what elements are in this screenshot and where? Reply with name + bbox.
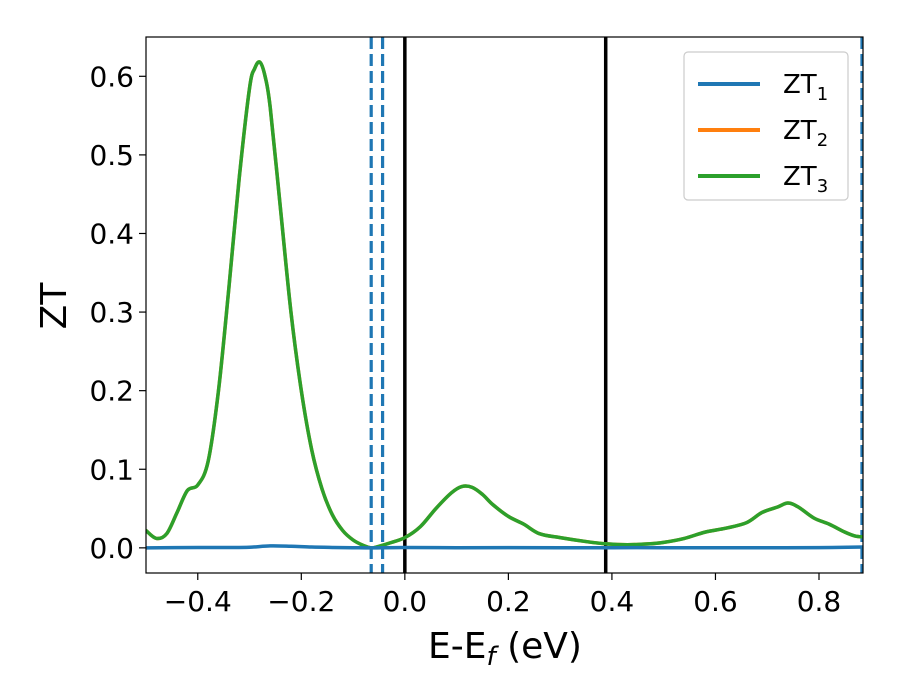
- x-tick-label: 0.0: [383, 585, 428, 618]
- y-axis-ticks: 0.0 0.1 0.2 0.3 0.4 0.5 0.6: [89, 60, 146, 565]
- x-axis-label-main: E-E: [428, 626, 486, 667]
- reference-lines: [369, 37, 863, 573]
- y-tick-label: 0.0: [89, 532, 134, 565]
- legend: ZT1 ZT2 ZT3: [683, 51, 849, 201]
- plot-frame: [145, 36, 864, 574]
- x-tick-label: 0.8: [797, 585, 842, 618]
- x-tick-label: 0.4: [590, 585, 635, 618]
- y-tick-label: 0.5: [89, 139, 134, 172]
- legend-box: [683, 51, 849, 201]
- x-tick-label: 0.2: [486, 585, 531, 618]
- legend-entries: ZT1 ZT2 ZT3: [698, 70, 828, 197]
- y-tick-label: 0.4: [89, 217, 134, 250]
- legend-label-zt2: ZT2: [783, 116, 828, 151]
- series-line-zt3: [146, 60, 863, 550]
- y-tick-label: 0.2: [89, 375, 134, 408]
- x-tick-label: 0.6: [693, 585, 738, 618]
- y-tick-label: 0.3: [89, 296, 134, 329]
- legend-label-zt3: ZT3: [783, 162, 828, 197]
- y-axis-label: ZT: [34, 282, 75, 330]
- y-tick-label: 0.1: [89, 453, 134, 486]
- x-axis-label: E-Ef (eV): [428, 626, 582, 672]
- x-tick-label: −0.4: [164, 585, 232, 618]
- x-tick-label: −0.2: [267, 585, 335, 618]
- x-axis-ticks: −0.4 −0.2 0.0 0.2 0.4 0.6 0.8: [164, 573, 841, 618]
- x-axis-label-unit: (eV): [507, 626, 582, 667]
- x-axis-label-spacer: [496, 626, 507, 667]
- legend-label-zt1: ZT1: [783, 70, 828, 105]
- y-tick-label: 0.6: [89, 60, 134, 93]
- data-series: [146, 60, 863, 550]
- series-line-zt1: [146, 544, 863, 550]
